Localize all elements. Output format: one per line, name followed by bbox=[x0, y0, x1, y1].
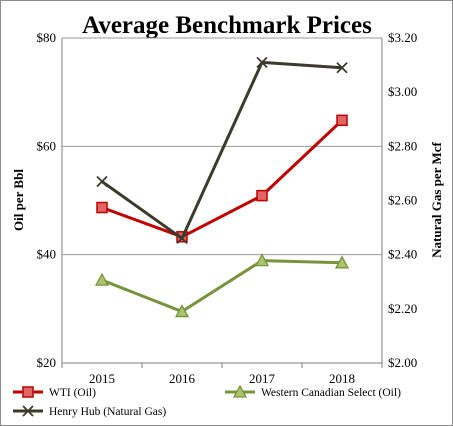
data-point bbox=[94, 272, 110, 286]
data-point bbox=[256, 189, 268, 202]
right-tick-label: $2.00 bbox=[388, 355, 417, 370]
right-axis-ticks: $2.00 $2.20 $2.40 $2.60 $2.80 $3.00 $3.20 bbox=[388, 30, 417, 370]
left-axis-ticks: $20 $40 $60 $80 bbox=[37, 30, 57, 370]
legend-entry: WTI (Oil) bbox=[13, 386, 96, 399]
right-tick-label: $3.20 bbox=[388, 30, 417, 45]
legend-marker bbox=[22, 405, 34, 417]
right-tick-label: $3.00 bbox=[388, 84, 417, 99]
left-tick-label: $60 bbox=[37, 138, 57, 153]
right-axis-title: Natural Gas per Mcf bbox=[429, 142, 444, 258]
legend-label: WTI (Oil) bbox=[49, 387, 96, 399]
legend-label: Henry Hub (Natural Gas) bbox=[49, 406, 166, 418]
legend-label: Western Canadian Select (Oil) bbox=[261, 387, 401, 399]
legend-marker bbox=[22, 386, 34, 398]
data-point bbox=[254, 253, 270, 267]
right-tick-label: $2.60 bbox=[388, 193, 417, 208]
legend-marker bbox=[232, 384, 248, 398]
legend: WTI (Oil) Western Canadian Select (Oil) He… bbox=[13, 384, 401, 418]
chart-title: Average Benchmark Prices bbox=[82, 12, 372, 39]
right-tick-label: $2.40 bbox=[388, 247, 417, 262]
legend-entry: Western Canadian Select (Oil) bbox=[225, 384, 401, 399]
data-point bbox=[334, 255, 350, 269]
right-tick-label: $2.20 bbox=[388, 301, 417, 316]
data-point bbox=[174, 304, 190, 318]
series-x bbox=[96, 56, 348, 245]
data-point bbox=[336, 114, 348, 127]
left-tick-label: $20 bbox=[37, 355, 57, 370]
left-tick-label: $80 bbox=[37, 30, 57, 45]
series-line bbox=[101, 119, 344, 239]
series-layer bbox=[94, 56, 350, 318]
x-tick-label: 2015 bbox=[89, 371, 115, 386]
x-axis-ticks: 2015 2016 2017 2018 bbox=[89, 371, 355, 386]
data-point bbox=[96, 201, 108, 214]
right-tick-label: $2.80 bbox=[388, 138, 417, 153]
x-tick-label: 2017 bbox=[249, 371, 276, 386]
series-square bbox=[96, 114, 348, 243]
data-point bbox=[96, 175, 108, 188]
data-point bbox=[336, 62, 348, 74]
series-triangle bbox=[94, 253, 350, 318]
left-axis-title: Oil per Bbl bbox=[11, 169, 26, 231]
data-point bbox=[256, 56, 268, 69]
data-point bbox=[176, 232, 188, 245]
series-line bbox=[101, 60, 343, 240]
legend-entry: Henry Hub (Natural Gas) bbox=[13, 405, 166, 418]
x-tick-label: 2016 bbox=[169, 371, 196, 386]
left-tick-label: $40 bbox=[37, 247, 57, 262]
axes bbox=[61, 38, 383, 368]
series-line bbox=[101, 259, 343, 314]
x-tick-label: 2018 bbox=[329, 371, 355, 386]
gridlines bbox=[62, 37, 382, 256]
